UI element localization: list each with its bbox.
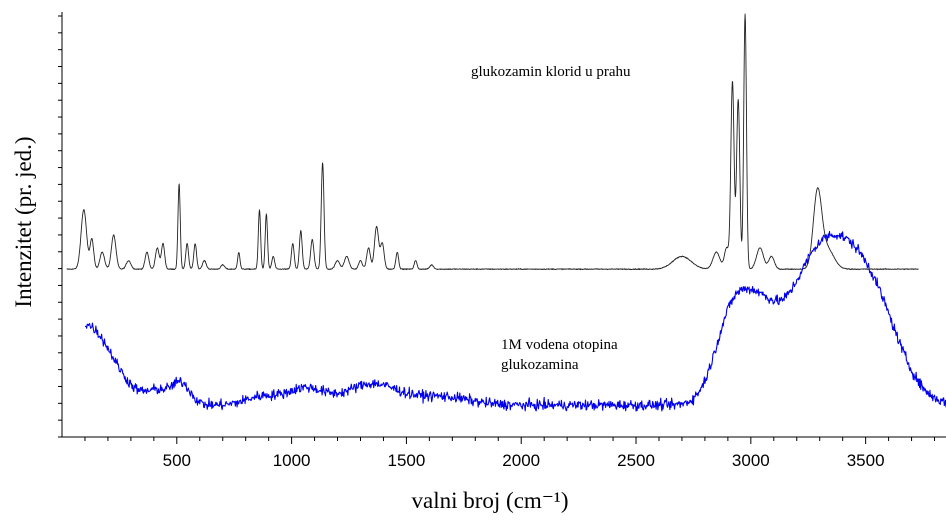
- plot-frame: [61, 12, 946, 438]
- annotation-solution: 1M vodena otopina: [501, 337, 618, 353]
- x-axis-ticks: 500 1000 1500 2000 2500 3000 3500: [84, 437, 936, 470]
- y-axis-title: Intenzitet (pr. jed.): [11, 136, 36, 307]
- y-axis-minor-ticks: [58, 15, 62, 438]
- x-axis-title: valni broj (cm⁻¹): [412, 488, 569, 513]
- x-tick-label: 2000: [502, 451, 540, 470]
- series-line-powder: [66, 13, 919, 271]
- series-line-solution: [84, 230, 946, 412]
- annotation-layer: glukozamin klorid u prahu 1M vodena otopi…: [471, 64, 631, 373]
- x-tick-label: 2500: [617, 451, 655, 470]
- series-layer: [66, 13, 946, 412]
- x-tick-label: 3500: [847, 451, 885, 470]
- x-tick-label: 1500: [388, 451, 426, 470]
- x-tick-label: 1000: [273, 451, 311, 470]
- x-tick-label: 3000: [732, 451, 770, 470]
- x-tick-label: 500: [163, 451, 191, 470]
- annotation-solution: glukozamina: [501, 357, 579, 373]
- annotation-powder: glukozamin klorid u prahu: [471, 64, 631, 80]
